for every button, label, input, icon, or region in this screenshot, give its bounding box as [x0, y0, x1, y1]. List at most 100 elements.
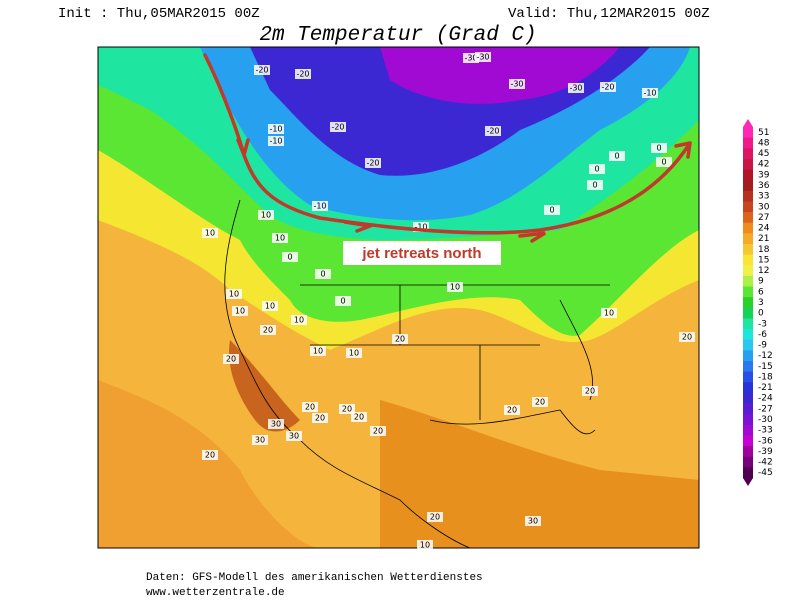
contour-label: 20 — [226, 355, 236, 364]
label-bg — [370, 426, 386, 436]
label-bg — [587, 180, 603, 190]
colorbar-swatch — [743, 212, 753, 224]
colorbar-label: 42 — [758, 160, 769, 170]
contour-label: -30 — [464, 54, 477, 63]
colorbar-label: 15 — [758, 255, 769, 265]
contour-label: 10 — [275, 234, 285, 243]
label-bg — [339, 404, 355, 414]
colorbar-swatch — [743, 318, 753, 330]
colorbar-label: 48 — [758, 138, 770, 148]
source-url: www.wetterzentrale.de — [146, 587, 285, 599]
colorbar-label: 18 — [758, 245, 770, 255]
colorbar-swatch — [743, 371, 753, 383]
data-source: Daten: GFS-Modell des amerikanischen Wet… — [146, 572, 483, 584]
colorbar-swatch — [743, 456, 753, 468]
colorbar-label: 0 — [758, 309, 764, 319]
contour-label: 20 — [535, 398, 545, 407]
contour-label: 30 — [271, 420, 281, 429]
colorbar-swatch — [743, 265, 753, 277]
label-bg — [589, 164, 605, 174]
colorbar-end — [743, 119, 753, 127]
label-bg — [346, 348, 362, 358]
contour-label: 20 — [342, 405, 352, 414]
colorbar-swatch — [743, 222, 753, 234]
contour-label: 30 — [289, 432, 299, 441]
colorbar-swatch — [743, 446, 753, 458]
colorbar-swatch — [743, 201, 753, 213]
map-title: 2m Temperatur (Grad C) — [259, 24, 536, 47]
colorbar-swatch — [743, 424, 753, 436]
contour-label: -10 — [269, 125, 282, 134]
colorbar-label: 12 — [758, 266, 769, 276]
colorbar-swatch — [743, 158, 753, 171]
contour-label: 10 — [235, 307, 245, 316]
contour-label: 20 — [395, 335, 405, 344]
contour-label: 20 — [263, 326, 273, 335]
arctic-area — [380, 47, 620, 104]
contour-label: -20 — [486, 127, 499, 136]
contour-label: -20 — [366, 159, 379, 168]
colorbar-swatch — [743, 244, 753, 256]
jet-arrow — [203, 53, 692, 243]
contour-label: 0 — [592, 181, 597, 190]
contour-label: 20 — [585, 387, 595, 396]
colorbar-swatch — [743, 148, 753, 160]
contour-label: 0 — [320, 270, 325, 279]
colorbar-label: -12 — [758, 351, 773, 361]
contour-label: -20 — [331, 123, 344, 132]
colorbar-swatch — [743, 254, 753, 266]
label-bg — [609, 151, 625, 161]
contour-label: 0 — [340, 297, 345, 306]
colorbar-swatch — [743, 382, 753, 394]
label-bg — [335, 296, 351, 306]
label-bg — [223, 354, 239, 364]
label-bg — [568, 83, 584, 93]
label-bg — [544, 205, 560, 215]
label-bg — [291, 315, 307, 325]
temperature-field — [98, 47, 699, 548]
label-bg — [679, 332, 695, 342]
contour-label: 0 — [661, 158, 666, 167]
label-bg — [272, 233, 288, 243]
colorbar-label: -6 — [758, 330, 767, 340]
hot-area — [229, 340, 300, 432]
contour-label: -10 — [269, 137, 282, 146]
contour-label: 30 — [528, 517, 538, 526]
colorbar-label: 45 — [758, 149, 769, 159]
label-bg — [310, 346, 326, 356]
contour-label: 10 — [265, 302, 275, 311]
contour-label: 0 — [287, 253, 292, 262]
contour-label: 10 — [261, 211, 271, 220]
colorbar-swatch — [743, 392, 753, 405]
gulf-coast — [429, 409, 596, 435]
label-bg — [532, 397, 548, 407]
contour-label: 0 — [594, 165, 599, 174]
label-bg — [268, 136, 284, 146]
colorbar-swatch — [743, 297, 753, 309]
colorbar-label: 27 — [758, 213, 769, 223]
colorbar-swatch — [743, 435, 753, 447]
contour-label: -10 — [313, 202, 326, 211]
colorbar-label: -3 — [758, 319, 767, 329]
label-bg — [463, 53, 479, 63]
colorbar-label: -24 — [758, 394, 773, 404]
label-bg — [642, 88, 658, 98]
colorbar-swatch — [743, 286, 753, 298]
colorbar-swatch — [743, 307, 753, 319]
label-bg — [312, 413, 328, 423]
colorbar-label: 30 — [758, 202, 770, 212]
warm-area-sw — [98, 380, 320, 548]
colorbar-label: 24 — [758, 224, 770, 234]
label-bg — [656, 157, 672, 167]
contour-label: -20 — [601, 83, 614, 92]
label-bg — [302, 402, 318, 412]
label-bg — [365, 158, 381, 168]
contour-label: 10 — [205, 229, 215, 238]
label-bg — [392, 334, 408, 344]
colorbar-label: -21 — [758, 383, 773, 393]
annotation: jet retreats north — [361, 245, 481, 262]
label-bg — [582, 386, 598, 396]
label-bg — [268, 124, 284, 134]
